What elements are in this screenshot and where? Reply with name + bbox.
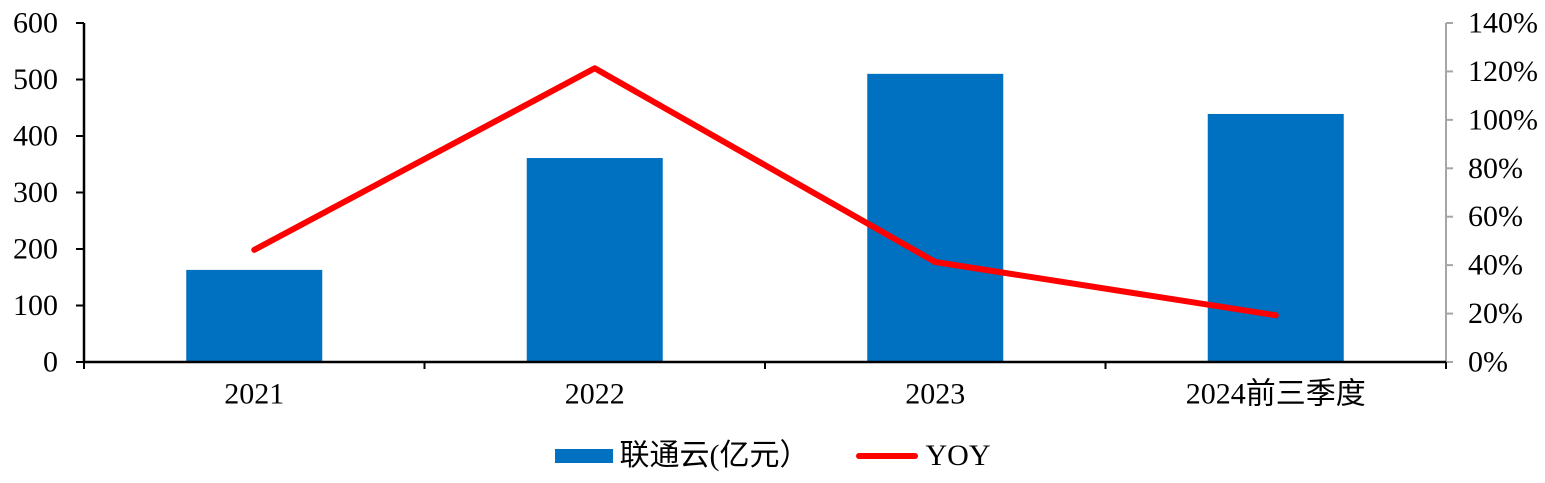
right-axis-tick-label: 120% — [1468, 55, 1538, 88]
right-axis-tick-label: 100% — [1468, 103, 1538, 136]
legend: 联通云(亿元） YOY — [554, 439, 991, 472]
bar-series-label: 联通云(亿元） — [619, 439, 810, 472]
left-axis-tick-label: 600 — [13, 7, 58, 40]
legend-item-line-series: YOY — [855, 439, 991, 472]
right-axis-tick-label: 140% — [1468, 7, 1538, 40]
left-axis-tick-label: 200 — [13, 233, 58, 266]
left-axis-tick-label: 300 — [13, 176, 58, 209]
left-axis-tick-label: 100 — [13, 289, 58, 322]
right-axis-tick-label: 60% — [1468, 200, 1523, 233]
yoy-line — [251, 65, 1279, 319]
line-series-swatch — [855, 453, 918, 459]
bar-2024前三季度 — [1207, 113, 1344, 362]
right-axis-tick-label: 0% — [1468, 346, 1508, 379]
bar-2021 — [186, 269, 323, 362]
bar-2023 — [867, 73, 1004, 362]
x-axis-category-label: 2021 — [224, 378, 284, 411]
legend-item-bar-series: 联通云(亿元） — [554, 439, 810, 472]
right-axis-tick-label: 20% — [1468, 297, 1523, 330]
right-axis-tick-label: 40% — [1468, 249, 1523, 282]
x-axis-category-label: 2022 — [565, 378, 625, 411]
right-axis-tick-label: 80% — [1468, 152, 1523, 185]
left-axis-tick-label: 400 — [13, 120, 58, 153]
bar-series-swatch — [554, 449, 613, 463]
left-axis-tick-label: 0 — [43, 346, 58, 379]
line-series-label: YOY — [925, 439, 991, 472]
x-axis-category-label: 2023 — [905, 378, 965, 411]
left-axis-tick-label: 500 — [13, 63, 58, 96]
bar-2022 — [526, 158, 663, 362]
x-axis-category-label: 2024前三季度 — [1186, 378, 1366, 411]
